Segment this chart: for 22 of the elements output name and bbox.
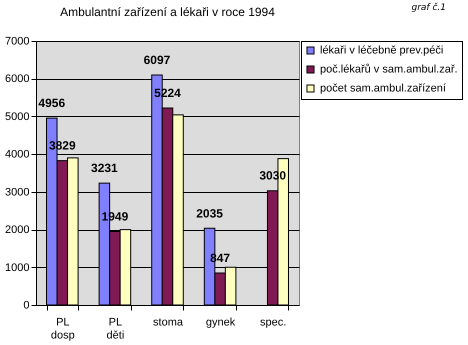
- y-tick-label: 2000: [5, 224, 30, 236]
- data-label: 4956: [38, 96, 66, 110]
- data-label: 6097: [144, 53, 171, 68]
- y-tick-label: 3000: [5, 186, 30, 198]
- y-tick-label: 5000: [5, 110, 30, 123]
- x-tick-label: PL dosp: [50, 316, 75, 342]
- y-tick-label: 0: [23, 300, 30, 312]
- x-tick-label: gynek: [206, 316, 236, 328]
- legend-label: lékaři v léčebně prev.péči: [320, 44, 444, 56]
- legend-label: počet sam.ambul.zařízení: [320, 82, 447, 94]
- y-tick-label: 4000: [5, 148, 30, 161]
- legend-label: poč.lékařů v sam.ambul.zař.: [320, 64, 458, 76]
- data-label: 3231: [91, 161, 118, 176]
- chart-title: Ambulantní zařízení a lékaři v roce 1994: [60, 5, 276, 19]
- y-tick-label: 6000: [5, 73, 30, 86]
- y-tick-label: 1000: [5, 262, 30, 274]
- y-tick-label: 7000: [5, 36, 30, 48]
- text: graf č.1: [412, 3, 446, 13]
- x-tick-label: PL děti: [106, 316, 124, 342]
- x-tick-label: stoma: [153, 316, 184, 328]
- x-tick-label: spec.: [260, 316, 286, 328]
- data-label: 2035: [196, 206, 224, 220]
